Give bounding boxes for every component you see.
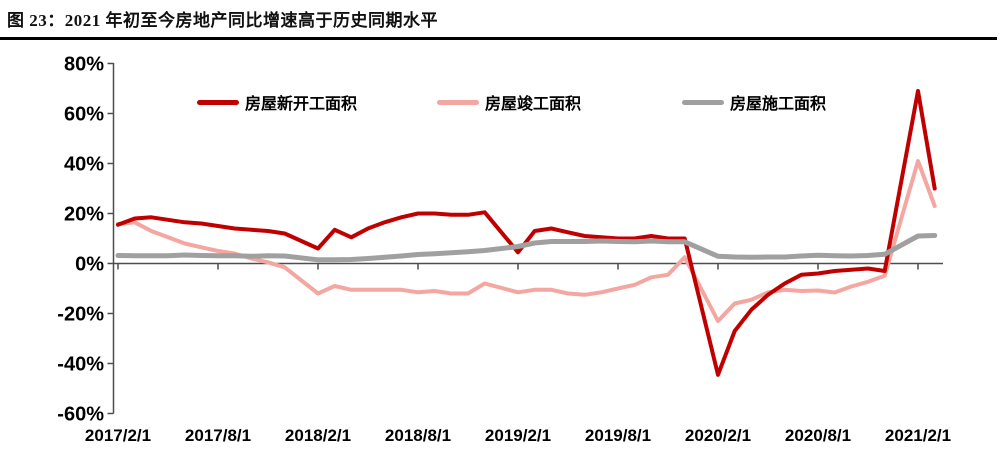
series-line-0 bbox=[116, 89, 937, 377]
y-tick-label: -60% bbox=[57, 404, 104, 426]
legend-item-0: 房屋新开工面积 bbox=[197, 92, 358, 113]
y-tick-label: 40% bbox=[64, 154, 104, 176]
legend-label: 房屋新开工面积 bbox=[245, 96, 358, 113]
x-tick-label: 2018/8/1 bbox=[385, 426, 451, 445]
title-underline bbox=[0, 37, 997, 40]
y-tick-label: 20% bbox=[64, 204, 104, 226]
y-tick-label: 80% bbox=[64, 54, 104, 76]
y-tick-label: 60% bbox=[64, 104, 104, 126]
legend-item-2: 房屋施工面积 bbox=[682, 92, 827, 113]
figure-title: 图 23：2021 年初至今房地产同比增速高于历史同期水平 bbox=[7, 11, 438, 30]
legend-label: 房屋竣工面积 bbox=[485, 96, 582, 113]
x-tick-label: 2018/2/1 bbox=[285, 426, 351, 445]
legend-item-1: 房屋竣工面积 bbox=[437, 92, 582, 113]
series-line-2 bbox=[115, 233, 938, 263]
y-tick-label: -20% bbox=[57, 304, 104, 326]
y-tick-label: 0% bbox=[75, 254, 104, 276]
y-tick-label: -40% bbox=[57, 354, 104, 376]
legend-swatch-icon bbox=[682, 99, 724, 105]
x-tick-label: 2020/2/1 bbox=[685, 426, 751, 445]
legend-label: 房屋施工面积 bbox=[730, 96, 827, 113]
legend-swatch-icon bbox=[197, 99, 239, 105]
x-tick-label: 2019/2/1 bbox=[485, 426, 551, 445]
x-tick-label: 2021/2/1 bbox=[885, 426, 951, 445]
x-tick-label: 2017/2/1 bbox=[85, 426, 151, 445]
x-tick-label: 2020/8/1 bbox=[785, 426, 851, 445]
legend-swatch-icon bbox=[437, 99, 479, 105]
x-tick-label: 2019/8/1 bbox=[585, 426, 651, 445]
x-tick-label: 2017/8/1 bbox=[185, 426, 251, 445]
